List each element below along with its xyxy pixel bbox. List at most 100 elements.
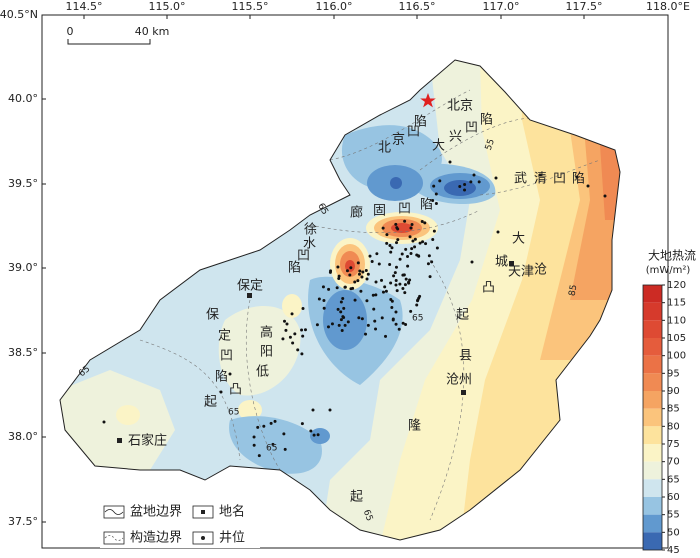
well	[423, 221, 427, 225]
well	[395, 241, 399, 245]
well	[396, 238, 400, 242]
well	[373, 319, 377, 323]
well	[403, 219, 407, 223]
well	[404, 247, 408, 251]
well	[469, 180, 473, 184]
well	[390, 246, 394, 250]
well	[404, 322, 408, 326]
well	[345, 269, 349, 273]
well	[271, 442, 275, 446]
well	[394, 283, 398, 287]
well	[301, 334, 305, 338]
well	[300, 422, 304, 426]
well	[364, 332, 368, 336]
colorbar-bin	[643, 408, 662, 427]
cities: 北京 保定 天津 沧州 石家庄	[117, 93, 534, 449]
legend-label: 井位	[219, 531, 245, 546]
well	[371, 293, 375, 297]
well	[420, 220, 424, 224]
legend-label: 地名	[219, 504, 245, 520]
well	[311, 408, 315, 412]
well	[384, 334, 388, 338]
well	[395, 289, 399, 293]
well	[374, 280, 378, 284]
well	[342, 316, 346, 320]
well	[418, 294, 422, 298]
well	[394, 222, 398, 226]
colorbar-tick-label: 105	[667, 333, 686, 344]
contour-labels: 65 65 65 65 65 65 85 55	[77, 138, 579, 523]
well	[285, 322, 289, 326]
well	[401, 287, 405, 291]
colorbar-frame	[642, 284, 663, 551]
well	[312, 433, 316, 437]
colorbar-bin	[643, 479, 662, 497]
field-band	[282, 294, 302, 318]
well	[330, 322, 334, 326]
colorbar-unit: (mW/m²)	[646, 265, 691, 276]
city-label: 石家庄	[128, 433, 167, 449]
well	[394, 310, 398, 314]
scale-bar: 0 40 km	[67, 25, 170, 45]
colorbar-bin	[643, 514, 662, 533]
well	[326, 325, 330, 329]
well	[413, 245, 417, 249]
contour-label: 65	[228, 408, 239, 418]
colorbar-bin	[643, 461, 662, 480]
well	[316, 433, 320, 437]
city-label: 天津	[508, 265, 534, 280]
well	[431, 238, 435, 242]
well	[385, 241, 389, 245]
well	[273, 419, 277, 423]
well	[586, 184, 590, 188]
well	[416, 299, 420, 303]
city-marker	[247, 293, 252, 298]
colorbar-tick-label: 55	[667, 510, 680, 521]
well	[291, 341, 295, 345]
lon-ticks: 114.5° 115.0° 115.5° 116.0° 116.5° 117.0…	[66, 0, 691, 13]
well	[309, 429, 313, 433]
frame-ticks	[42, 15, 585, 523]
well	[388, 263, 392, 267]
well	[283, 447, 287, 451]
well	[400, 252, 404, 256]
legend-icon	[201, 510, 205, 514]
contour-label: 65	[266, 444, 277, 454]
well	[403, 291, 407, 295]
colorbar-bin	[643, 497, 662, 515]
well	[336, 307, 340, 311]
lat-tick-label: 38.0°	[8, 430, 38, 443]
well	[427, 254, 431, 258]
colorbar-bin	[643, 285, 662, 303]
colorbar-tick-label: 65	[667, 474, 680, 485]
structure-boundary	[329, 89, 471, 161]
lon-tick-label: 117.5°	[566, 0, 603, 13]
well	[290, 312, 294, 316]
colorbar-tick-label: 70	[667, 457, 680, 468]
structure-boundary	[246, 299, 281, 471]
well	[102, 420, 106, 424]
field-band	[310, 428, 330, 444]
well	[339, 300, 343, 304]
well	[435, 246, 439, 250]
well	[575, 175, 579, 179]
well	[368, 254, 372, 258]
well	[303, 328, 307, 332]
well	[335, 286, 339, 290]
wells	[102, 160, 607, 458]
lat-tick-label: 40.0°	[8, 92, 38, 105]
well	[408, 278, 412, 282]
well	[348, 273, 352, 277]
legend-icon	[104, 509, 124, 515]
well	[394, 322, 398, 326]
well	[413, 237, 417, 241]
colorbar-tick-label: 45	[667, 545, 680, 556]
well	[228, 372, 232, 376]
contour-label: 65	[361, 508, 374, 522]
colorbar-bin	[643, 426, 662, 444]
scale-end: 40 km	[135, 25, 170, 38]
well	[392, 274, 396, 278]
well	[398, 257, 402, 261]
well	[421, 240, 425, 244]
colorbar-title: 大地热流	[648, 249, 696, 263]
